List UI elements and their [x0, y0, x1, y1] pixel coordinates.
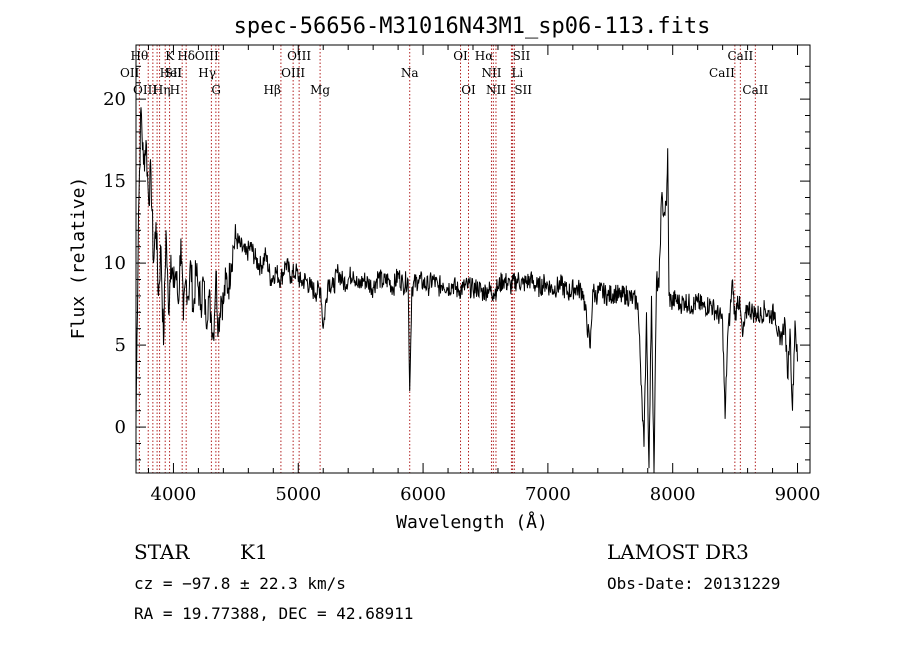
- y-tick-label: 20: [103, 89, 126, 110]
- ra-dec-coordinates: RA = 19.77388, DEC = 42.68911: [134, 604, 414, 623]
- spectral-line-label: Na: [401, 66, 419, 80]
- spectral-line-label: Li: [511, 66, 523, 80]
- observation-date: Obs-Date: 20131229: [607, 574, 781, 593]
- spectral-line-label: Hα: [475, 49, 494, 63]
- spectral-line-label: HeI: [160, 66, 183, 80]
- object-subclass: K1: [240, 540, 268, 564]
- spectral-line-markers: [138, 45, 756, 473]
- spectral-line-label: CaII: [709, 66, 735, 80]
- spectral-line-label: Hβ: [264, 83, 281, 97]
- spectral-line-label: SII: [513, 49, 531, 63]
- chart-title: spec-56656-M31016N43M1_sp06-113.fits: [234, 14, 711, 39]
- spectral-line-label: Hγ: [198, 66, 216, 80]
- x-tick-label: 7000: [525, 484, 571, 505]
- plot-frame: [135, 44, 811, 474]
- spectral-line-label: NII: [486, 83, 506, 97]
- spectral-line-label: SII: [514, 83, 532, 97]
- spectral-line-label: NII: [481, 66, 501, 80]
- spectral-line-label: OII: [120, 66, 140, 80]
- y-tick-label: 15: [103, 171, 126, 192]
- spectral-line-label: K: [165, 49, 175, 63]
- object-class: STAR: [134, 540, 190, 564]
- survey-name: LAMOST DR3: [607, 540, 749, 564]
- spectral-line-label: OIII: [281, 66, 305, 80]
- x-tick-label: 9000: [775, 484, 821, 505]
- spectral-line-label: OIII: [133, 83, 157, 97]
- spectral-line-label: H: [170, 83, 180, 97]
- spectral-line-label: Hδ: [177, 49, 195, 63]
- x-tick-label: 5000: [275, 484, 321, 505]
- spectral-line-label: SII: [164, 66, 182, 80]
- y-tick-label: 0: [115, 417, 126, 438]
- y-axis-ticks: 0 5 10 15 20: [103, 65, 810, 461]
- x-tick-label: 4000: [151, 484, 197, 505]
- spectral-line-label: OIII: [287, 49, 311, 63]
- x-axis-ticks: 4000 5000 6000 7000 8000 9000: [147, 45, 821, 505]
- x-tick-label: 8000: [650, 484, 696, 505]
- spectral-line-label: OI: [453, 49, 468, 63]
- spectral-line-label: G: [211, 83, 221, 97]
- spectral-line-label: OIII: [195, 49, 219, 63]
- spectral-line-label: CaII: [742, 83, 768, 97]
- redshift-velocity: cz = −97.8 ± 22.3 km/s: [134, 574, 346, 593]
- spectral-line-label: OI: [461, 83, 476, 97]
- y-tick-label: 10: [103, 253, 126, 274]
- spectral-line-label: CaII: [727, 49, 753, 63]
- spectral-line-label: Mg: [310, 83, 330, 97]
- x-axis-label: Wavelength (Å): [396, 511, 548, 533]
- spectral-line-label: Hθ: [131, 49, 149, 63]
- y-axis-label: Flux (relative): [68, 177, 89, 340]
- y-tick-label: 5: [115, 335, 126, 356]
- spectrum-series-line: [135, 107, 798, 474]
- spectral-line-label: Hη: [153, 83, 171, 97]
- x-tick-label: 6000: [400, 484, 446, 505]
